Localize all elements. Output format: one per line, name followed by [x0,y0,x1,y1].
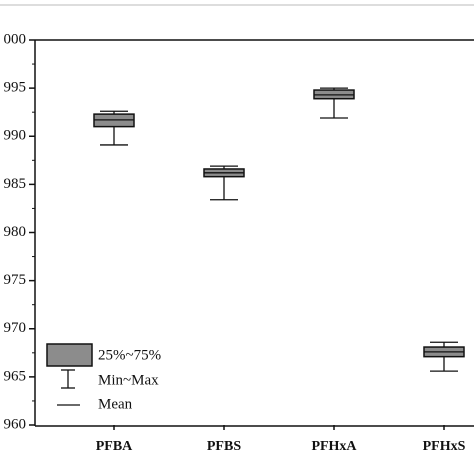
legend-label: Mean [98,396,133,412]
y-tick-label: 000 [4,31,27,47]
legend-label: Min~Max [98,372,159,388]
x-tick-label: PFBA [96,439,133,454]
legend-box-icon [46,343,93,367]
x-tick-label: PFHxS [423,439,466,454]
x-tick-label: PFHxA [311,439,357,454]
y-tick-label: 985 [4,176,27,192]
x-tick-label: PFBS [207,439,241,454]
y-tick-label: 965 [4,368,27,384]
y-tick-label: 960 [4,416,27,432]
y-tick-label: 980 [4,224,27,240]
y-tick-label: 975 [4,272,27,288]
y-tick-label: 990 [4,128,27,144]
y-tick-label: 995 [4,80,27,96]
legend-label: 25%~75% [98,347,161,363]
y-tick-label: 970 [4,320,27,336]
